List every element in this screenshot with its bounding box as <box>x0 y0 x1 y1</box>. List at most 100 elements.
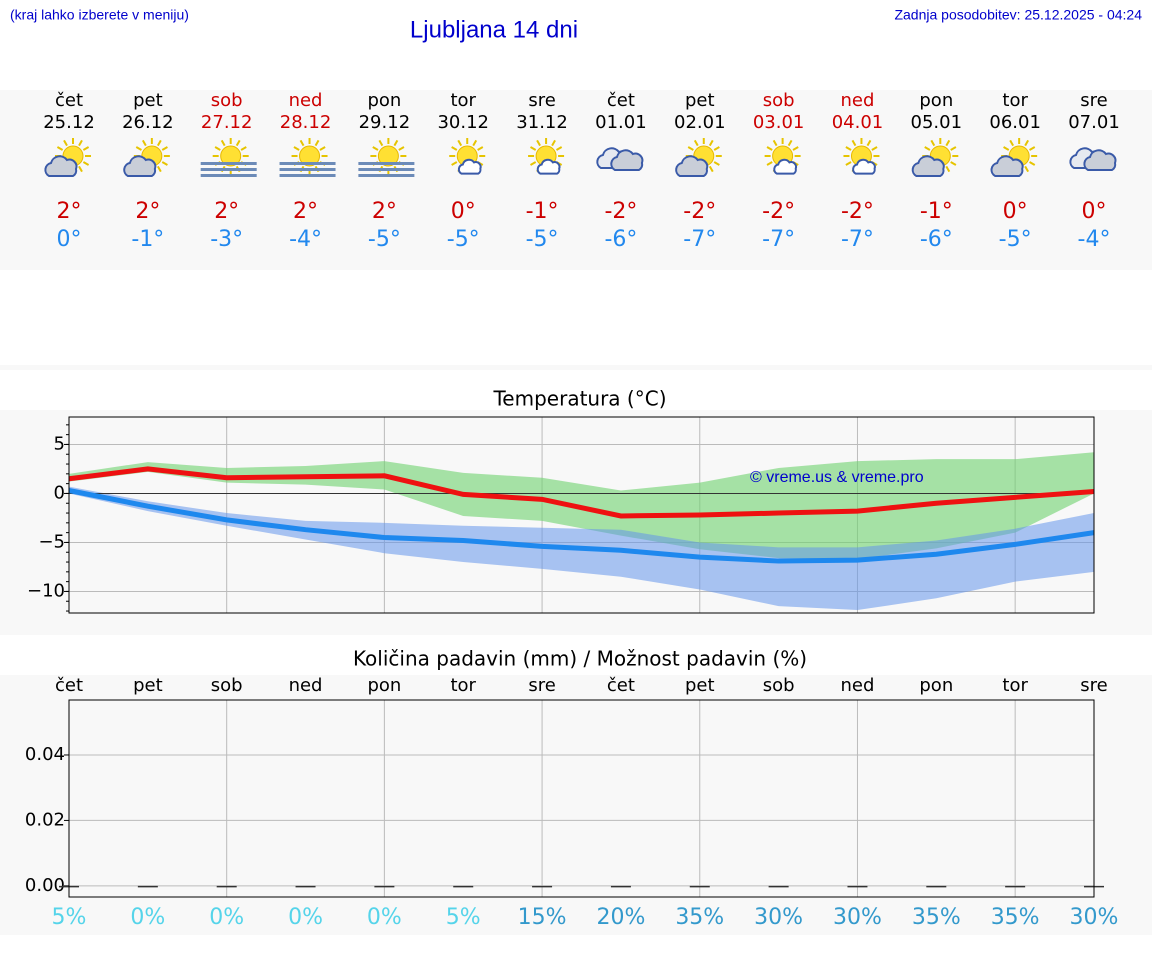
date: 27.12 <box>201 112 253 133</box>
sun <box>377 145 399 167</box>
weekday: pet <box>685 90 715 111</box>
precip-chance: 20% <box>596 905 645 930</box>
menu-hint: (kraj lahko izberete v meniju) <box>10 7 189 23</box>
sun-ray <box>378 139 384 147</box>
weather-icon <box>675 138 722 177</box>
cloud <box>610 149 644 171</box>
weather-icon <box>123 138 170 177</box>
temp-low: -7° <box>683 227 716 252</box>
sun-ray <box>529 161 537 166</box>
temp-high: -2° <box>841 199 874 224</box>
precip-chance: 5% <box>52 905 87 930</box>
sun-ray <box>82 146 90 151</box>
date: 05.01 <box>911 112 963 133</box>
temp-high: 2° <box>214 199 239 224</box>
sun-ray <box>851 139 857 147</box>
date: 31.12 <box>516 112 568 133</box>
weather-icon <box>764 138 801 175</box>
precip-bar <box>137 885 158 888</box>
sun-ray <box>792 146 799 151</box>
weekday: sob <box>763 90 795 111</box>
sun-ray <box>293 146 300 151</box>
sun-ray <box>945 165 951 173</box>
precip-bar <box>610 885 631 888</box>
temp-low: -6° <box>920 227 953 252</box>
sun-ray <box>78 165 83 173</box>
date: 28.12 <box>280 112 332 133</box>
date: 04.01 <box>832 112 884 133</box>
sun-ray <box>398 146 405 151</box>
weather-icon <box>200 138 257 177</box>
precip-bar <box>374 885 395 888</box>
temp-high: -1° <box>920 199 953 224</box>
sun-ray <box>451 146 458 151</box>
sun-ray <box>845 146 852 151</box>
sun-ray <box>299 139 305 147</box>
fog <box>200 174 257 177</box>
update-time: Zadnja posodobitev: 25.12.2025 - 04:24 <box>894 7 1142 23</box>
plot-frame <box>68 416 1095 614</box>
date: 07.01 <box>1068 112 1120 133</box>
weather-icon <box>843 138 880 175</box>
sun-ray <box>766 161 773 166</box>
sun-ray <box>477 146 484 151</box>
date: 26.12 <box>122 112 174 133</box>
sun-ray <box>141 139 147 147</box>
sun-ray <box>924 146 931 151</box>
copyright: © vreme.us & vreme.pro <box>750 469 924 486</box>
sun-ray <box>393 139 399 147</box>
fog <box>358 162 415 165</box>
cloud <box>123 155 157 177</box>
temp-low: -1° <box>131 227 164 252</box>
precip-chance: 30% <box>1070 905 1119 930</box>
temp-low: -7° <box>762 227 795 252</box>
temp-low: -4° <box>289 227 322 252</box>
precip-bar <box>295 885 316 888</box>
date: 01.01 <box>595 112 647 133</box>
sun-ray <box>529 146 537 151</box>
weekday: sre <box>1080 90 1107 111</box>
weather-icon <box>1069 147 1117 171</box>
precip-chance: 15% <box>518 905 567 930</box>
x-tick-label: pet <box>685 675 715 696</box>
precip-chance: 30% <box>833 905 882 930</box>
fog <box>279 162 336 165</box>
precip-chance: 0% <box>367 905 402 930</box>
weekday: pon <box>367 90 401 111</box>
x-tick-label: ned <box>289 675 323 696</box>
date: 29.12 <box>359 112 411 133</box>
chart-title: Temperatura (°C) <box>492 387 666 411</box>
fog <box>200 162 257 165</box>
sun-ray <box>314 139 320 147</box>
temp-high: -2° <box>604 199 637 224</box>
x-tick-label: tor <box>450 675 476 696</box>
sun-ray <box>708 165 714 173</box>
temp-low: -5° <box>447 227 480 252</box>
sun-ray <box>56 146 64 151</box>
sun-ray <box>161 161 168 166</box>
temp-high: -2° <box>762 199 795 224</box>
x-tick-label: pon <box>367 675 401 696</box>
cloud <box>1083 149 1117 171</box>
temp-low: -4° <box>1078 227 1111 252</box>
precip-chance: 5% <box>446 905 481 930</box>
weekday: čet <box>607 90 635 111</box>
x-tick-label: pet <box>133 675 163 696</box>
sun <box>220 145 242 167</box>
sun-ray <box>161 146 168 151</box>
temp-high: 2° <box>372 199 397 224</box>
temp-high: 2° <box>57 199 82 224</box>
weather-icon <box>279 138 336 177</box>
precip-chance: 35% <box>675 905 724 930</box>
sun-ray <box>319 146 326 151</box>
temp-low: 0° <box>57 227 82 252</box>
weather-icon <box>528 138 565 175</box>
temp-high: -2° <box>683 199 716 224</box>
precip-bar <box>926 885 947 888</box>
sun-ray <box>1024 165 1030 173</box>
precip-bar <box>847 885 868 888</box>
temp-high: 0° <box>1003 199 1028 224</box>
temp-high: 0° <box>1082 199 1107 224</box>
x-tick-label: čet <box>55 675 83 696</box>
fog <box>358 174 415 177</box>
